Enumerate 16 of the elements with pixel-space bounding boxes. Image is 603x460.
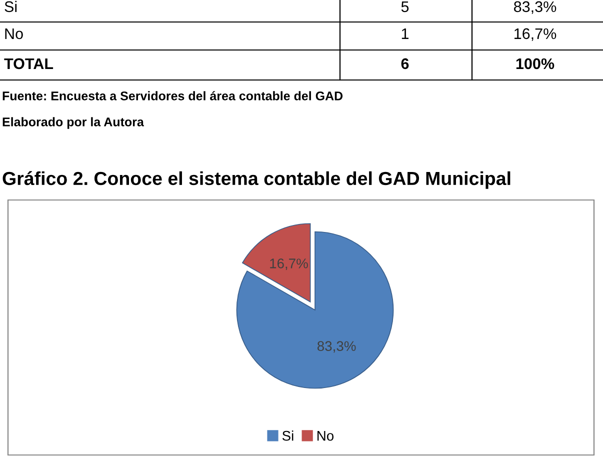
legend-label: Si xyxy=(282,430,294,441)
chart-title: Gráfico 2. Conoce el sistema contable del GAD Municipal xyxy=(2,171,510,189)
text: Elaborado por la Autora xyxy=(2,117,144,129)
source-note: Fuente: Encuesta a Servidores del área contable del GAD xyxy=(2,91,343,100)
text: 100% xyxy=(516,58,554,70)
data-label: 83,3% xyxy=(317,341,356,353)
text: 16,7% xyxy=(514,28,556,41)
data-label: 16,7% xyxy=(270,258,308,270)
text: 6 xyxy=(401,58,409,70)
text: Si xyxy=(4,0,17,12)
text: 5 xyxy=(401,1,409,12)
legend-label: No xyxy=(317,431,334,441)
text: TOTAL xyxy=(4,58,54,70)
text: 1 xyxy=(402,28,409,39)
text: No xyxy=(5,28,23,40)
text: 83,3% xyxy=(514,1,556,14)
